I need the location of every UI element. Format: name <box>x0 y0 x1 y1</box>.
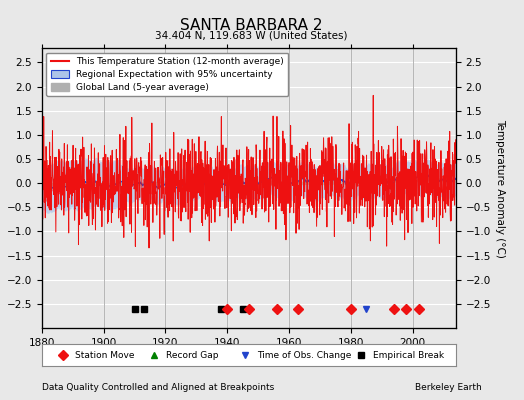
Text: Data Quality Controlled and Aligned at Breakpoints: Data Quality Controlled and Aligned at B… <box>42 383 274 392</box>
Text: Station Move: Station Move <box>75 350 135 360</box>
Y-axis label: Temperature Anomaly (°C): Temperature Anomaly (°C) <box>495 118 505 258</box>
Legend: This Temperature Station (12-month average), Regional Expectation with 95% uncer: This Temperature Station (12-month avera… <box>47 52 289 96</box>
Text: SANTA BARBARA 2: SANTA BARBARA 2 <box>180 18 323 33</box>
Text: 34.404 N, 119.683 W (United States): 34.404 N, 119.683 W (United States) <box>155 30 348 40</box>
Text: Empirical Break: Empirical Break <box>373 350 444 360</box>
Text: Berkeley Earth: Berkeley Earth <box>416 383 482 392</box>
Text: Record Gap: Record Gap <box>166 350 219 360</box>
Text: Time of Obs. Change: Time of Obs. Change <box>257 350 352 360</box>
